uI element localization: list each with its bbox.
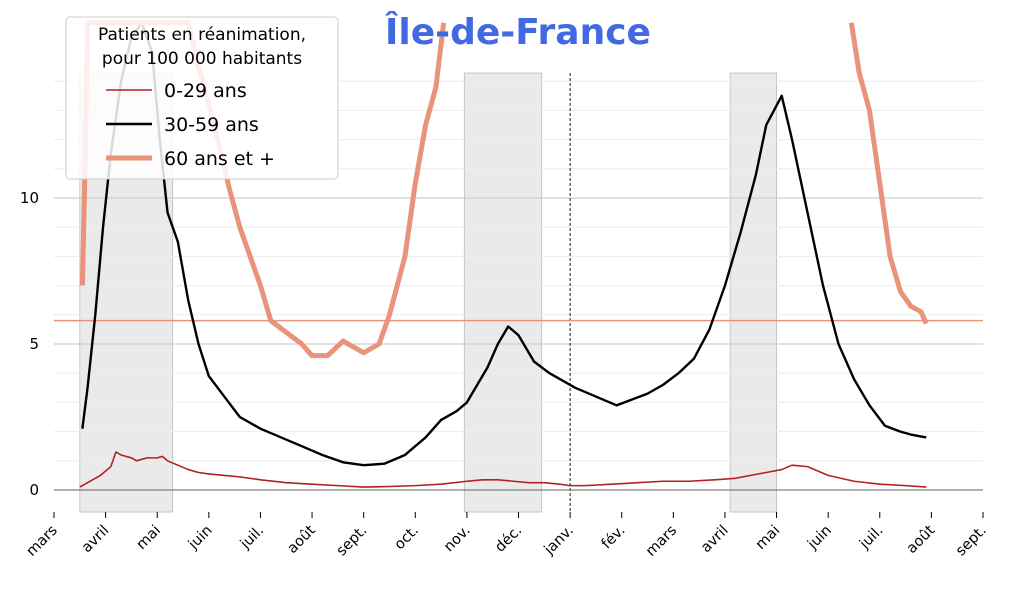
series-line-60-plus-segment-2 bbox=[848, 22, 929, 325]
series-line-30-59 bbox=[81, 21, 927, 467]
x-tick-label: janv. bbox=[541, 523, 577, 559]
shaded-period-2 bbox=[463, 72, 543, 513]
reference-lines bbox=[54, 73, 983, 512]
legend-label-60-plus: 60 ans et + bbox=[164, 148, 275, 170]
legend: Patients en réanimation, pour 100 000 ha… bbox=[65, 16, 339, 180]
x-tick-label: sept. bbox=[334, 523, 371, 560]
x-tick-label: mars bbox=[24, 523, 61, 560]
x-tick-label: mai bbox=[753, 523, 783, 553]
x-tick-label: nov. bbox=[441, 523, 474, 556]
y-tick-label: 10 bbox=[20, 189, 39, 207]
series-line-0-29 bbox=[79, 451, 927, 488]
x-tick-label: mars bbox=[643, 523, 680, 560]
y-tick-label: 5 bbox=[29, 335, 39, 353]
x-tick-label: juil. bbox=[237, 523, 267, 553]
x-tick-label: juin bbox=[185, 523, 216, 554]
x-tick-label: déc. bbox=[492, 523, 525, 556]
x-tick-label: avril bbox=[698, 523, 732, 557]
legend-title-line-1: Patients en réanimation, bbox=[98, 25, 306, 45]
chart-title: Île-de-France bbox=[385, 11, 651, 53]
x-tick-label: juin bbox=[804, 523, 835, 554]
x-tick-label: mai bbox=[134, 523, 164, 553]
x-tick-label: avril bbox=[79, 523, 113, 557]
shaded-period-3 bbox=[729, 72, 777, 513]
legend-title-line-2: pour 100 000 habitants bbox=[102, 49, 302, 69]
legend-box bbox=[65, 16, 339, 180]
x-tick-label: août bbox=[904, 522, 939, 557]
y-tick-label: 0 bbox=[29, 481, 39, 499]
x-tick-label: août bbox=[284, 522, 319, 557]
legend-label-0-29: 0-29 ans bbox=[164, 80, 247, 102]
x-tick-label: sept. bbox=[953, 523, 990, 560]
x-tick-label: juil. bbox=[856, 523, 886, 553]
x-tick-label: fév. bbox=[599, 523, 629, 553]
legend-label-30-59: 30-59 ans bbox=[164, 114, 259, 136]
x-tick-label: oct. bbox=[392, 523, 423, 554]
